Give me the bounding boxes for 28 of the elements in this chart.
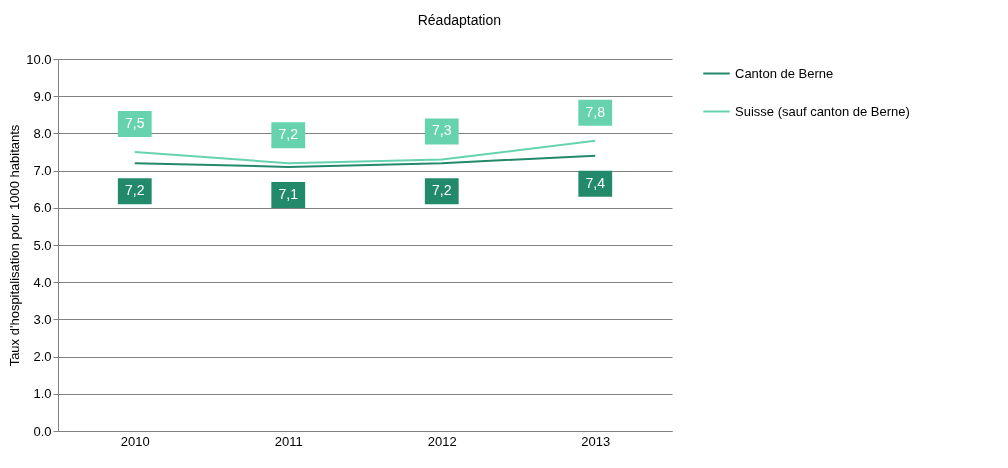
data-label: 7,8 <box>585 103 606 120</box>
data-label: 7,2 <box>278 126 299 143</box>
data-label: 7,4 <box>585 174 606 191</box>
y-tick-label: 3.0 <box>33 311 52 327</box>
y-tick-label: 4.0 <box>33 274 52 290</box>
y-tick-label: 2.0 <box>33 349 52 365</box>
chart-title: Réadaptation <box>417 12 501 28</box>
x-tick-label: 2011 <box>274 433 303 449</box>
y-tick-label: 7.0 <box>33 163 52 179</box>
x-tick-label: 2012 <box>427 433 457 449</box>
y-tick-label: 9.0 <box>33 88 52 104</box>
y-tick-label: 6.0 <box>33 200 52 216</box>
y-tick-label: 10.0 <box>26 51 52 67</box>
data-label: 7,1 <box>278 185 299 202</box>
y-tick-label: 1.0 <box>33 386 52 402</box>
x-tick-label: 2010 <box>120 433 150 449</box>
y-axis-title: Taux d'hospitalisation pour 1000 habitants <box>7 124 23 367</box>
data-label: 7,3 <box>432 122 452 139</box>
y-tick-label: 0.0 <box>33 423 52 439</box>
x-tick-label: 2013 <box>581 433 611 449</box>
data-label: 7,2 <box>125 182 145 199</box>
legend-label: Suisse (sauf canton de Berne) <box>735 103 910 119</box>
y-tick-label: 8.0 <box>33 125 52 141</box>
data-label: 7,5 <box>125 115 145 131</box>
data-label: 7,2 <box>432 182 452 199</box>
line-series <box>133 139 597 165</box>
legend-label: Canton de Berne <box>735 65 834 81</box>
y-tick-label: 5.0 <box>33 237 52 253</box>
